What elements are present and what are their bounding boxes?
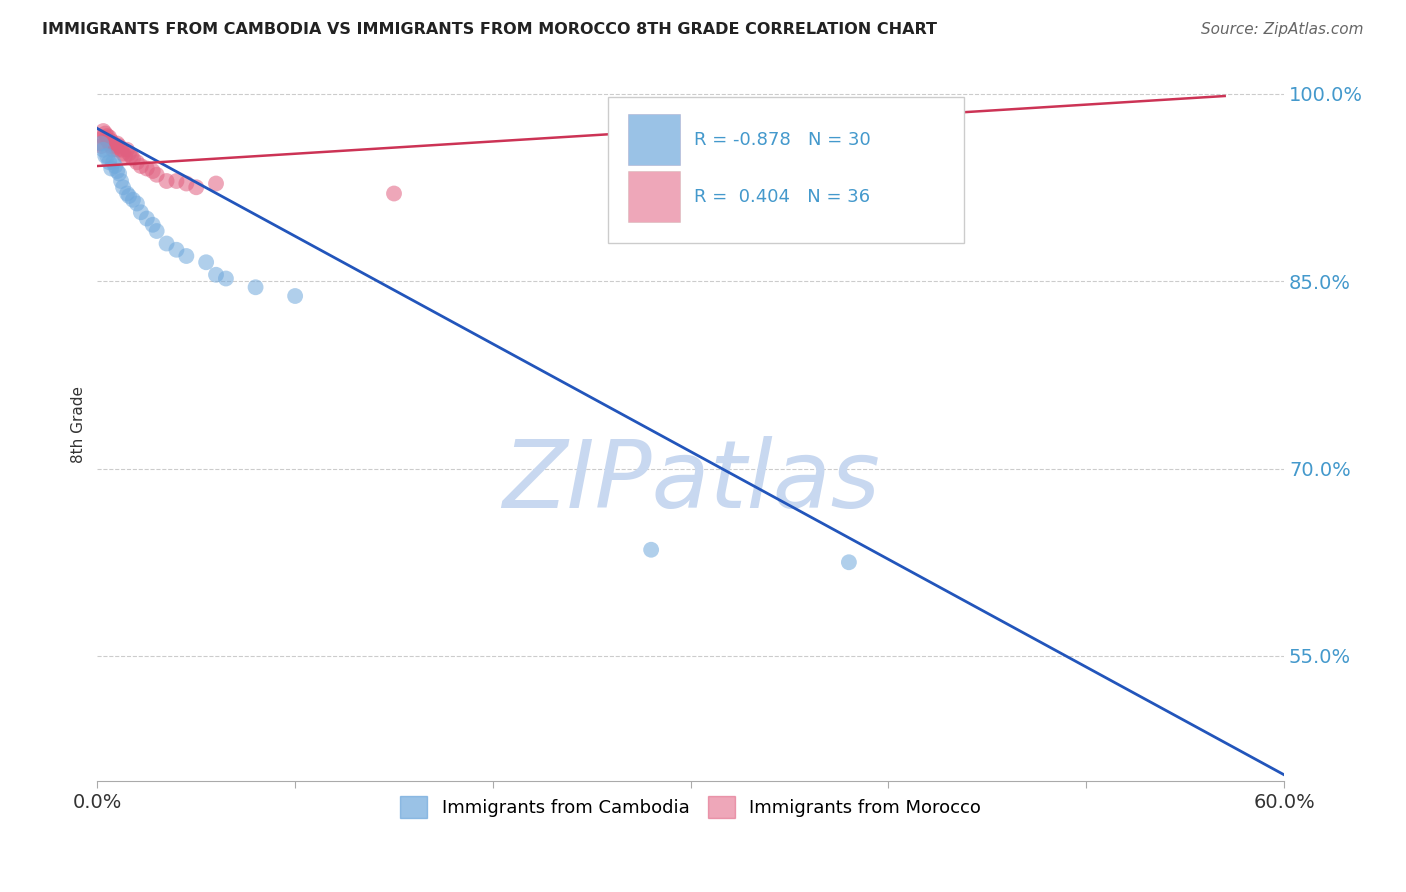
FancyBboxPatch shape <box>628 114 681 165</box>
Point <box>98 155 121 169</box>
Point <box>96 128 118 143</box>
Point <box>108 139 131 153</box>
Point <box>838 555 860 569</box>
Point <box>145 168 167 182</box>
Point <box>90 136 112 151</box>
FancyBboxPatch shape <box>628 171 681 222</box>
Point <box>90 139 112 153</box>
Point <box>122 193 145 207</box>
Point <box>98 136 121 151</box>
Point <box>91 124 114 138</box>
Point <box>108 167 131 181</box>
Point <box>105 136 128 151</box>
Point <box>101 155 124 169</box>
Point <box>105 143 128 157</box>
Point <box>125 155 148 169</box>
Text: Source: ZipAtlas.com: Source: ZipAtlas.com <box>1201 22 1364 37</box>
Point <box>110 174 132 188</box>
Point <box>176 177 198 191</box>
Point <box>699 105 721 120</box>
FancyBboxPatch shape <box>607 97 963 244</box>
Point <box>640 542 662 557</box>
Point <box>166 243 188 257</box>
Point <box>142 218 165 232</box>
Point <box>118 146 141 161</box>
Text: ZIPatlas: ZIPatlas <box>502 436 880 527</box>
Point <box>100 139 122 153</box>
Point <box>112 180 135 194</box>
Point <box>104 139 127 153</box>
Point <box>176 249 198 263</box>
Point <box>129 159 152 173</box>
Point <box>118 189 141 203</box>
Text: R =  0.404   N = 36: R = 0.404 N = 36 <box>695 187 870 206</box>
Point <box>112 146 135 161</box>
Point <box>91 143 114 157</box>
Point <box>122 152 145 166</box>
Point <box>166 174 188 188</box>
Point <box>215 271 238 285</box>
Point <box>96 133 118 147</box>
Point <box>101 143 124 157</box>
Point <box>135 211 157 226</box>
Point <box>100 134 122 148</box>
Point <box>120 149 142 163</box>
Point <box>96 149 118 163</box>
Point <box>114 149 136 163</box>
Point <box>115 143 138 157</box>
Point <box>155 174 177 188</box>
Text: R = -0.878   N = 30: R = -0.878 N = 30 <box>695 131 870 149</box>
Point <box>284 289 307 303</box>
Point <box>105 164 128 178</box>
Point <box>155 236 177 251</box>
Point <box>94 127 117 141</box>
Text: IMMIGRANTS FROM CAMBODIA VS IMMIGRANTS FROM MOROCCO 8TH GRADE CORRELATION CHART: IMMIGRANTS FROM CAMBODIA VS IMMIGRANTS F… <box>42 22 938 37</box>
Point <box>101 136 124 151</box>
Point <box>186 180 208 194</box>
Point <box>145 224 167 238</box>
Point <box>94 149 117 163</box>
Point <box>104 159 127 173</box>
Point <box>110 143 132 157</box>
Point <box>135 161 157 176</box>
Point <box>195 255 218 269</box>
Point <box>91 130 114 145</box>
Point <box>115 186 138 201</box>
Y-axis label: 8th Grade: 8th Grade <box>72 386 86 463</box>
Legend: Immigrants from Cambodia, Immigrants from Morocco: Immigrants from Cambodia, Immigrants fro… <box>394 789 988 825</box>
Point <box>129 205 152 219</box>
Point <box>98 130 121 145</box>
Point <box>245 280 267 294</box>
Point <box>205 177 228 191</box>
Point <box>205 268 228 282</box>
Point <box>125 196 148 211</box>
Point <box>100 161 122 176</box>
Point <box>89 136 111 151</box>
Point <box>142 164 165 178</box>
Point <box>382 186 405 201</box>
